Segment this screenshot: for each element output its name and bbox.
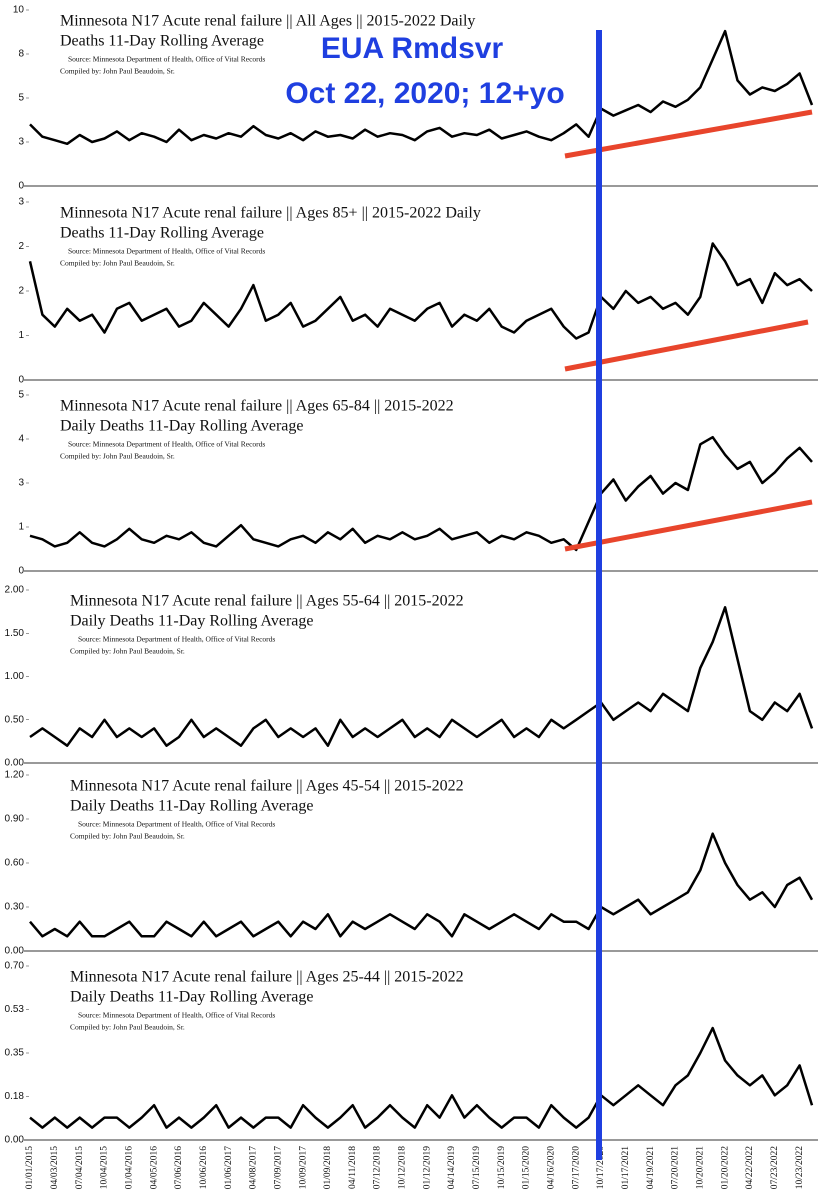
x-tick-label: 07/04/2015 <box>75 1146 85 1190</box>
chart-title: Minnesota N17 Acute renal failure || Age… <box>70 969 464 986</box>
x-tick-label: 01/20/2022 <box>720 1146 730 1190</box>
x-tick-label: 04/22/2022 <box>745 1146 755 1190</box>
data-line <box>29 832 814 938</box>
data-line <box>28 242 813 340</box>
y-tick-label: 3 <box>18 137 24 148</box>
x-tick-label: 04/08/2017 <box>249 1146 259 1190</box>
data-line <box>29 606 814 747</box>
x-tick-label: 01/06/2017 <box>224 1146 234 1190</box>
source-note: Source: Minnesota Department of Health, … <box>68 247 265 256</box>
x-tick-label: 04/16/2020 <box>547 1146 557 1190</box>
x-tick-label: 07/06/2016 <box>174 1146 184 1190</box>
chart-title: Daily Deaths 11-Day Rolling Average <box>70 613 314 630</box>
x-tick-label: 10/12/2018 <box>398 1146 408 1190</box>
x-tick-label: 04/11/2018 <box>348 1146 358 1189</box>
chart-title: Minnesota N17 Acute renal failure || Age… <box>70 778 464 795</box>
y-tick-label: 1 <box>18 522 24 533</box>
chart-title: Minnesota N17 Acute renal failure || Age… <box>60 398 454 415</box>
compiled-note: Compiled by: John Paul Beaudoin, Sr. <box>70 647 185 656</box>
trend-line <box>564 319 809 372</box>
compiled-note: Compiled by: John Paul Beaudoin, Sr. <box>60 259 175 268</box>
x-tick-label: 10/09/2017 <box>298 1146 308 1190</box>
annotation: EUA Rmdsvr <box>321 32 504 65</box>
chart-title: Minnesota N17 Acute renal failure || Age… <box>60 205 481 222</box>
x-tick-label: 10/20/2021 <box>695 1146 705 1190</box>
chart-title: Daily Deaths 11-Day Rolling Average <box>70 798 314 815</box>
compiled-note: Compiled by: John Paul Beaudoin, Sr. <box>60 452 175 461</box>
y-tick-label: 0.90 <box>5 814 25 825</box>
y-tick-label: 0.30 <box>5 902 25 913</box>
compiled-note: Compiled by: John Paul Beaudoin, Sr. <box>70 832 185 841</box>
y-tick-label: 0.35 <box>5 1048 25 1059</box>
y-tick-label: 0 <box>18 181 24 192</box>
annotation: Oct 22, 2020; 12+yo <box>285 77 564 110</box>
y-tick-label: 0.53 <box>5 1004 25 1015</box>
source-note: Source: Minnesota Department of Health, … <box>78 635 275 644</box>
y-tick-label: 0 <box>18 566 24 577</box>
source-note: Source: Minnesota Department of Health, … <box>78 820 275 829</box>
x-tick-label: 10/15/2019 <box>497 1146 507 1190</box>
chart-title: Minnesota N17 Acute renal failure || All… <box>60 13 475 30</box>
y-tick-label: 0.00 <box>5 1135 25 1146</box>
source-note: Source: Minnesota Department of Health, … <box>68 440 265 449</box>
y-tick-label: 5 <box>18 93 24 104</box>
trend-line <box>564 499 813 552</box>
source-note: Source: Minnesota Department of Health, … <box>68 55 265 64</box>
x-tick-label: 01/04/2016 <box>124 1146 134 1190</box>
chart-title: Minnesota N17 Acute renal failure || Age… <box>70 593 464 610</box>
x-tick-label: 07/12/2018 <box>373 1146 383 1190</box>
y-tick-label: 0.50 <box>5 714 25 725</box>
compiled-note: Compiled by: John Paul Beaudoin, Sr. <box>60 67 175 76</box>
x-tick-label: 07/09/2017 <box>273 1146 283 1190</box>
x-tick-label: 04/14/2019 <box>447 1146 457 1190</box>
y-tick-label: 0.00 <box>5 946 25 957</box>
chart-title: Deaths 11-Day Rolling Average <box>60 33 264 50</box>
trend-line <box>564 109 813 159</box>
y-tick-label: 0.00 <box>5 758 25 769</box>
x-tick-label: 07/15/2019 <box>472 1146 482 1190</box>
x-tick-label: 10/06/2016 <box>199 1146 209 1190</box>
data-line <box>29 1026 814 1129</box>
x-tick-label: 07/17/2020 <box>571 1146 581 1190</box>
x-tick-label: 01/15/2020 <box>522 1146 532 1190</box>
compiled-note: Compiled by: John Paul Beaudoin, Sr. <box>70 1023 185 1032</box>
x-tick-label: 01/09/2018 <box>323 1146 333 1190</box>
y-tick-label: 2 <box>18 286 24 297</box>
y-tick-label: 3 <box>18 197 24 208</box>
x-tick-label: 01/12/2019 <box>422 1146 432 1190</box>
x-tick-label: 04/03/2015 <box>50 1146 60 1190</box>
y-tick-label: 0.18 <box>5 1091 25 1102</box>
source-note: Source: Minnesota Department of Health, … <box>78 1011 275 1020</box>
x-tick-label: 07/20/2021 <box>671 1146 681 1190</box>
chart-title: Daily Deaths 11-Day Rolling Average <box>70 989 314 1006</box>
chart-title: Daily Deaths 11-Day Rolling Average <box>60 418 304 435</box>
x-tick-label: 10/17/2020 <box>596 1146 606 1190</box>
y-tick-label: 10 <box>13 5 25 16</box>
y-tick-label: 0.60 <box>5 858 25 869</box>
x-tick-label: 04/19/2021 <box>646 1146 656 1190</box>
data-line <box>29 29 814 146</box>
y-tick-label: 0.70 <box>5 961 25 972</box>
y-tick-label: 1.00 <box>5 671 25 682</box>
y-tick-label: 3 <box>18 478 24 489</box>
y-tick-label: 2.00 <box>5 585 25 596</box>
y-tick-label: 8 <box>18 49 24 60</box>
chart-title: Deaths 11-Day Rolling Average <box>60 225 264 242</box>
x-tick-label: 10/23/2022 <box>795 1146 805 1190</box>
y-tick-label: 1 <box>18 330 24 341</box>
data-line <box>29 435 813 552</box>
x-tick-label: 04/05/2016 <box>149 1146 159 1190</box>
y-tick-label: 1.50 <box>5 628 25 639</box>
x-tick-label: 01/17/2021 <box>621 1146 631 1190</box>
y-tick-label: 0 <box>18 375 24 386</box>
x-tick-label: 10/04/2015 <box>100 1146 110 1190</box>
y-tick-label: 5 <box>18 390 24 401</box>
x-tick-label: 07/23/2022 <box>770 1146 780 1190</box>
y-tick-label: 2 <box>18 241 24 252</box>
y-tick-label: 1.20 <box>5 770 25 781</box>
x-tick-label: 01/01/2015 <box>25 1146 35 1190</box>
y-tick-label: 4 <box>18 434 24 445</box>
